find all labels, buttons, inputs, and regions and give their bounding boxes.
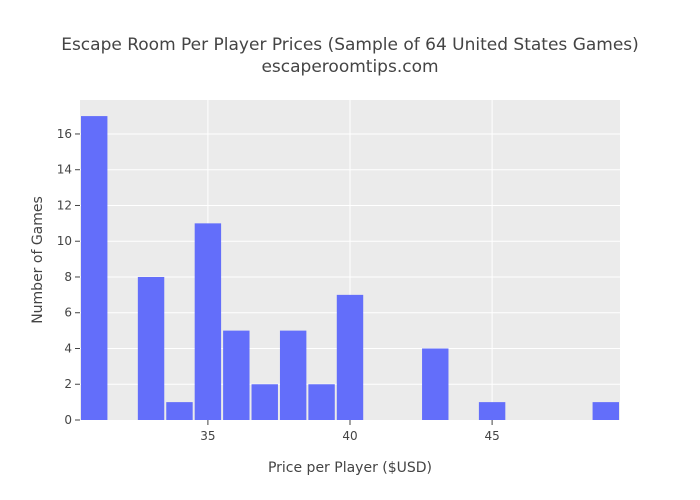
y-tick-label: 8 — [64, 270, 72, 284]
chart-title: Escape Room Per Player Prices (Sample of… — [61, 35, 639, 55]
bar — [251, 384, 278, 420]
chart-subtitle: escaperoomtips.com — [261, 57, 438, 77]
y-tick-label: 12 — [57, 198, 72, 212]
bars — [81, 116, 619, 420]
x-axis-ticks: 35 40 45 — [200, 420, 500, 443]
bar — [194, 223, 222, 420]
y-tick-label: 0 — [64, 413, 72, 427]
y-tick-label: 14 — [57, 163, 72, 177]
x-tick-label: 35 — [200, 429, 215, 443]
bar — [478, 402, 506, 420]
x-tick-label: 40 — [342, 429, 357, 443]
bar — [137, 276, 165, 420]
y-tick-label: 10 — [57, 234, 72, 248]
bar — [223, 330, 250, 420]
x-axis-label: Price per Player ($USD) — [268, 460, 432, 476]
bar — [592, 402, 619, 420]
bar — [336, 294, 364, 420]
y-axis-ticks: 0 2 4 6 8 10 12 14 16 — [57, 127, 80, 427]
bar — [279, 330, 307, 420]
y-axis-label: Number of Games — [30, 196, 46, 324]
bar — [81, 116, 108, 420]
y-tick-label: 4 — [64, 341, 72, 355]
x-tick-label: 45 — [484, 429, 499, 443]
y-tick-label: 6 — [64, 306, 72, 320]
y-tick-label: 16 — [57, 127, 72, 141]
bar — [308, 384, 335, 420]
bar — [422, 348, 449, 420]
bar — [166, 402, 193, 420]
y-tick-label: 2 — [64, 377, 72, 391]
